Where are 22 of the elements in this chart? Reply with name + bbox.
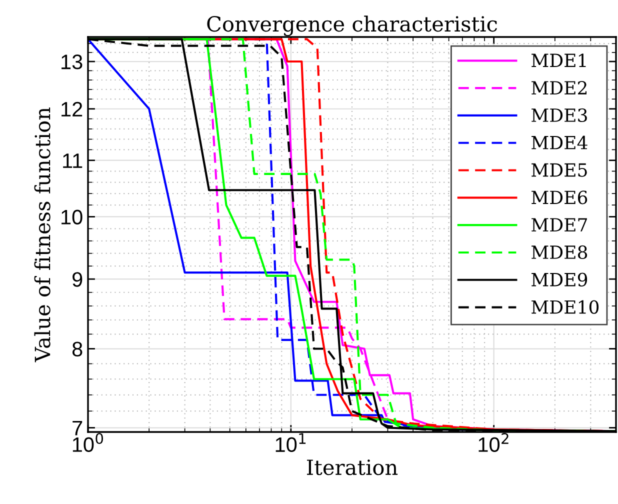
legend-label: MDE3 <box>532 108 587 122</box>
y-tick-label: 9 <box>72 272 82 287</box>
legend-label: MDE8 <box>532 245 588 260</box>
x-tick-label: 10$^{2}$ <box>478 433 508 452</box>
legend-label: MDE2 <box>532 80 586 94</box>
y-tick-label: 11 <box>63 154 82 168</box>
y-axis-title: Value of fitness function <box>34 107 50 362</box>
y-tick-label: 8 <box>72 342 82 357</box>
y-tick-label: 13 <box>62 54 82 70</box>
legend-label: MDE4 <box>532 136 588 150</box>
y-tick-label: 12 <box>62 102 82 116</box>
legend-label: MDE1 <box>532 54 586 67</box>
legend-label: MDE6 <box>532 190 588 204</box>
y-tick-label: 10 <box>62 210 82 224</box>
x-axis-title: Iteration <box>306 460 398 476</box>
legend-label: MDE9 <box>532 272 588 286</box>
legend-label: MDE10 <box>532 300 599 314</box>
legend-label: MDE5 <box>532 163 587 177</box>
chart-title: Convergence characteristic <box>207 16 498 36</box>
x-tick-label: 10$^{1}$ <box>276 433 306 452</box>
y-tick-label: 7 <box>72 420 82 436</box>
legend-label: MDE7 <box>532 218 587 232</box>
